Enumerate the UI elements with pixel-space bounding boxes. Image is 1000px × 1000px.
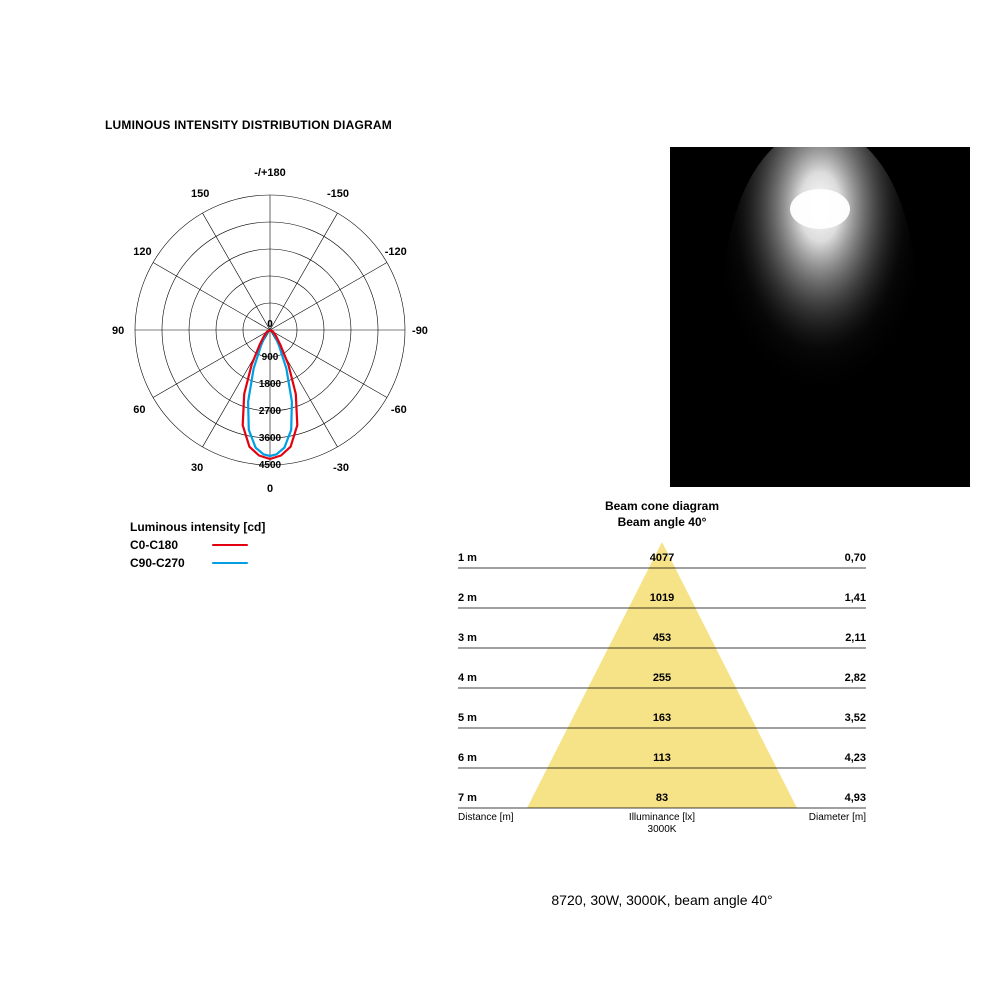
page-title: LUMINOUS INTENSITY DISTRIBUTION DIAGRAM <box>105 118 392 132</box>
svg-text:4,23: 4,23 <box>845 752 866 764</box>
svg-text:1 m: 1 m <box>458 552 477 564</box>
svg-text:-60: -60 <box>391 404 407 416</box>
svg-text:7 m: 7 m <box>458 792 477 804</box>
polar-legend: Luminous intensity [cd] C0-C180C90-C270 <box>130 520 265 572</box>
beam-render <box>670 147 970 487</box>
svg-text:2,82: 2,82 <box>845 672 866 684</box>
svg-text:5 m: 5 m <box>458 712 477 724</box>
legend-title: Luminous intensity [cd] <box>130 520 265 534</box>
svg-text:3,52: 3,52 <box>845 712 866 724</box>
svg-text:0: 0 <box>267 483 273 495</box>
svg-text:83: 83 <box>656 792 668 804</box>
svg-text:1,41: 1,41 <box>845 592 866 604</box>
svg-text:-120: -120 <box>385 246 407 258</box>
legend-row: C90-C270 <box>130 554 265 572</box>
polar-diagram: 09001800270036004500-/+1801501209060300-… <box>90 150 450 510</box>
svg-text:60: 60 <box>133 404 145 416</box>
svg-text:163: 163 <box>653 712 671 724</box>
cone-title-2: Beam angle 40° <box>452 514 872 530</box>
svg-text:6 m: 6 m <box>458 752 477 764</box>
svg-text:4,93: 4,93 <box>845 792 866 804</box>
svg-text:3 m: 3 m <box>458 632 477 644</box>
svg-text:113: 113 <box>653 752 671 764</box>
svg-text:3000K: 3000K <box>648 824 677 835</box>
legend-row: C0-C180 <box>130 536 265 554</box>
svg-text:90: 90 <box>112 325 124 337</box>
svg-text:Distance [m]: Distance [m] <box>458 812 514 823</box>
svg-text:Diameter [m]: Diameter [m] <box>809 812 866 823</box>
svg-text:-30: -30 <box>333 462 349 474</box>
svg-text:2 m: 2 m <box>458 592 477 604</box>
svg-text:453: 453 <box>653 632 671 644</box>
svg-text:1019: 1019 <box>650 592 674 604</box>
beam-cone: Beam cone diagram Beam angle 40° 1 m 4077… <box>452 498 872 881</box>
svg-text:4077: 4077 <box>650 552 674 564</box>
svg-text:4 m: 4 m <box>458 672 477 684</box>
spec-footer: 8720, 30W, 3000K, beam angle 40° <box>452 892 872 908</box>
svg-text:120: 120 <box>133 246 151 258</box>
svg-text:150: 150 <box>191 188 209 200</box>
svg-text:-90: -90 <box>412 325 428 337</box>
svg-text:0,70: 0,70 <box>845 552 866 564</box>
svg-text:2,11: 2,11 <box>845 632 866 644</box>
svg-text:255: 255 <box>653 672 671 684</box>
svg-text:Illuminance [lx]: Illuminance [lx] <box>629 812 695 823</box>
cone-title-1: Beam cone diagram <box>452 498 872 514</box>
svg-text:-150: -150 <box>327 188 349 200</box>
svg-text:30: 30 <box>191 462 203 474</box>
svg-text:-/+180: -/+180 <box>254 167 286 179</box>
